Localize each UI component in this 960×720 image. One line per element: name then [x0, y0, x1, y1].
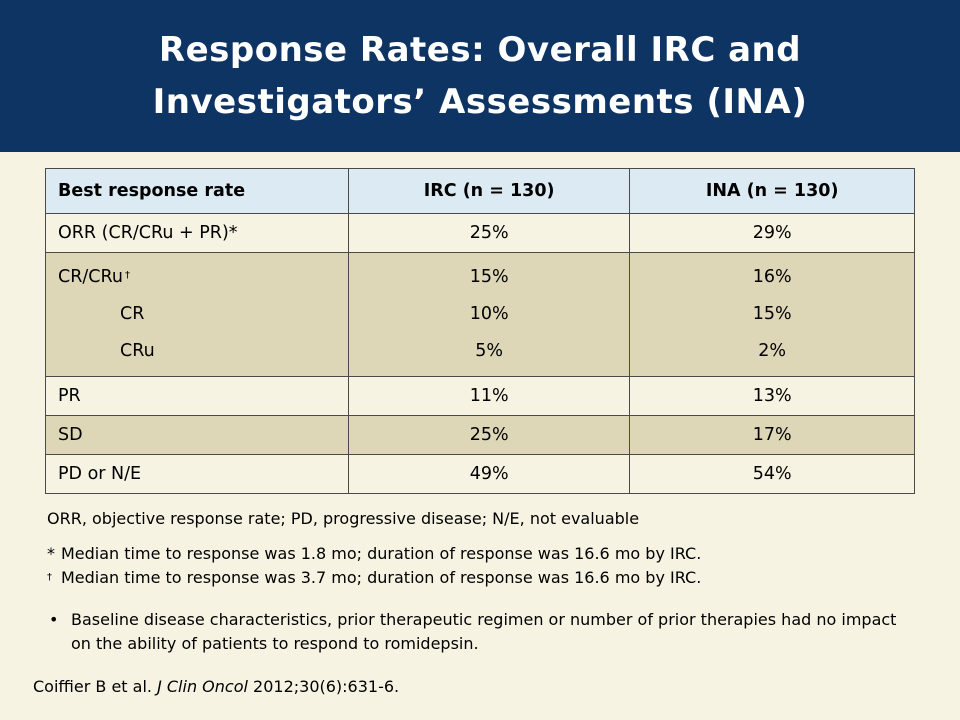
- row-label-crcru: CR/CRu †: [58, 259, 336, 296]
- header-best-response-rate: Best response rate: [45, 168, 349, 214]
- row-label-orr: ORR (CR/CRu + PR)*: [45, 213, 349, 253]
- row-label-cr: CR: [120, 304, 145, 324]
- cell-cru-irc: 5%: [475, 341, 504, 361]
- dagger-mark: †: [124, 270, 130, 281]
- cell-sd-irc: 25%: [347, 415, 631, 455]
- row-label-cru: CRu: [120, 341, 155, 361]
- cells-crcru-ina: 16% 15% 2%: [629, 252, 915, 377]
- table-row-crcru: CR/CRu † CR CRu 15% 10% 5% 16% 15% 2%: [45, 252, 915, 377]
- table-row-pr: PR 11% 13%: [45, 376, 915, 416]
- title-bar: Response Rates: Overall IRC and Investig…: [0, 0, 960, 152]
- cell-cru-ina: 2%: [758, 341, 787, 361]
- crcru-label-text: CR/CRu: [58, 267, 123, 287]
- cell-sd-ina: 17%: [629, 415, 915, 455]
- table-row-pd: PD or N/E 49% 54%: [45, 454, 915, 494]
- cells-crcru-irc: 15% 10% 5%: [347, 252, 631, 377]
- citation-journal: J Clin Oncol: [157, 677, 248, 696]
- citation: Coiffier B et al. J Clin Oncol 2012;30(6…: [33, 675, 399, 699]
- response-rates-table: Best response rate IRC (n = 130) INA (n …: [45, 168, 915, 494]
- footnote-dagger: † Median time to response was 3.7 mo; dur…: [47, 566, 701, 590]
- cell-crcru-ina: 16%: [752, 267, 792, 287]
- citation-authors: Coiffier B et al.: [33, 677, 152, 696]
- slide-title-line-1: Response Rates: Overall IRC and: [158, 30, 802, 70]
- table-row-orr: ORR (CR/CRu + PR)* 25% 29%: [45, 213, 915, 253]
- footnote-asterisk: * Median time to response was 1.8 mo; dur…: [47, 542, 701, 566]
- bullet-point: • Baseline disease characteristics, prio…: [49, 608, 899, 656]
- table-header-row: Best response rate IRC (n = 130) INA (n …: [45, 168, 915, 214]
- row-label-pd: PD or N/E: [45, 454, 349, 494]
- header-ina: INA (n = 130): [629, 168, 915, 214]
- bullet-marker: •: [49, 610, 59, 629]
- footnote-asterisk-text: Median time to response was 1.8 mo; dura…: [61, 544, 702, 563]
- bullet-text: Baseline disease characteristics, prior …: [71, 610, 897, 653]
- cell-pd-irc: 49%: [347, 454, 631, 494]
- cell-pr-irc: 11%: [347, 376, 631, 416]
- footnote-dagger-text: Median time to response was 3.7 mo; dura…: [61, 568, 702, 587]
- cell-pr-ina: 13%: [629, 376, 915, 416]
- row-label-crcru-group: CR/CRu † CR CRu: [45, 252, 349, 377]
- row-label-sd: SD: [45, 415, 349, 455]
- citation-reference: 2012;30(6):631-6.: [253, 677, 400, 696]
- footnote-asterisk-mark: *: [47, 544, 55, 563]
- footnotes: * Median time to response was 1.8 mo; dur…: [47, 542, 701, 590]
- cell-cr-ina: 15%: [752, 304, 792, 324]
- cell-orr-ina: 29%: [629, 213, 915, 253]
- table-row-sd: SD 25% 17%: [45, 415, 915, 455]
- slide-title: Response Rates: Overall IRC and Investig…: [153, 24, 808, 128]
- cell-crcru-irc: 15%: [469, 267, 509, 287]
- cell-orr-irc: 25%: [347, 213, 631, 253]
- slide-title-line-2: Investigators’ Assessments (INA): [152, 82, 808, 122]
- row-label-pr: PR: [45, 376, 349, 416]
- abbreviations-note: ORR, objective response rate; PD, progre…: [47, 509, 640, 528]
- cell-cr-irc: 10%: [469, 304, 509, 324]
- cell-pd-ina: 54%: [629, 454, 915, 494]
- footnote-dagger-mark: †: [47, 572, 52, 583]
- header-irc: IRC (n = 130): [347, 168, 631, 214]
